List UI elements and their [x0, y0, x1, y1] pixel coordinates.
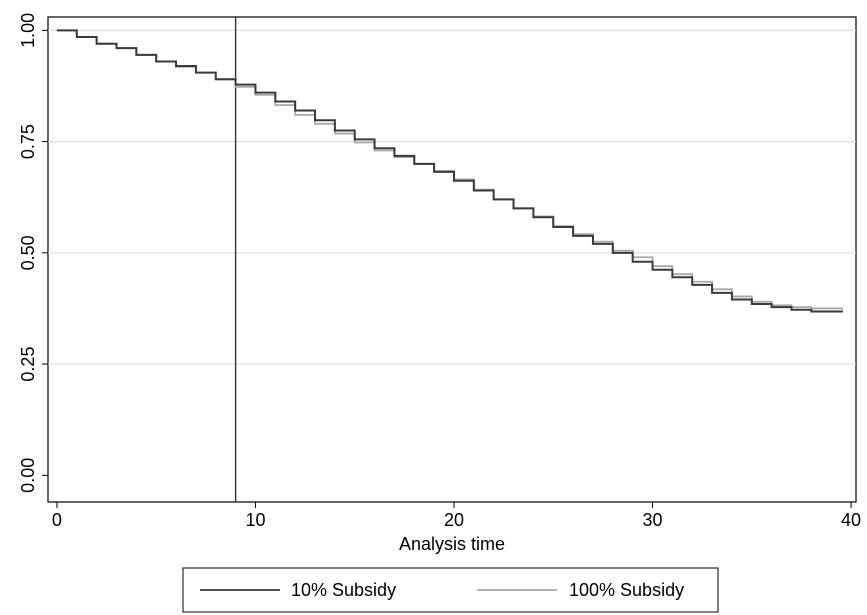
legend: 10% Subsidy 100% Subsidy: [182, 567, 719, 613]
y-tick-label-0: 0.00: [18, 458, 38, 493]
y-axis: 0.00 0.25 0.50 0.75 1.00: [18, 13, 48, 493]
plot-frame: [47, 16, 857, 503]
x-axis: 0 10 20 30 40: [52, 502, 861, 530]
y-tick-label-4: 1.00: [18, 13, 38, 48]
legend-label-100pct: 100% Subsidy: [569, 580, 684, 600]
grid-lines: [48, 29, 856, 365]
y-tick-label-1: 0.25: [18, 347, 38, 382]
x-tick-label-2: 20: [444, 510, 464, 530]
legend-label-10pct: 10% Subsidy: [291, 580, 396, 600]
series-group: [56, 29, 844, 313]
series-line-100pct: [56, 29, 844, 310]
x-tick-label-0: 0: [52, 510, 62, 530]
x-tick-label-3: 30: [642, 510, 662, 530]
x-tick-label-1: 10: [245, 510, 265, 530]
x-tick-label-4: 40: [841, 510, 861, 530]
y-tick-label-3: 0.75: [18, 124, 38, 159]
x-axis-title: Analysis time: [399, 534, 505, 554]
y-tick-label-2: 0.50: [18, 235, 38, 270]
series-line-10pct: [56, 29, 844, 313]
